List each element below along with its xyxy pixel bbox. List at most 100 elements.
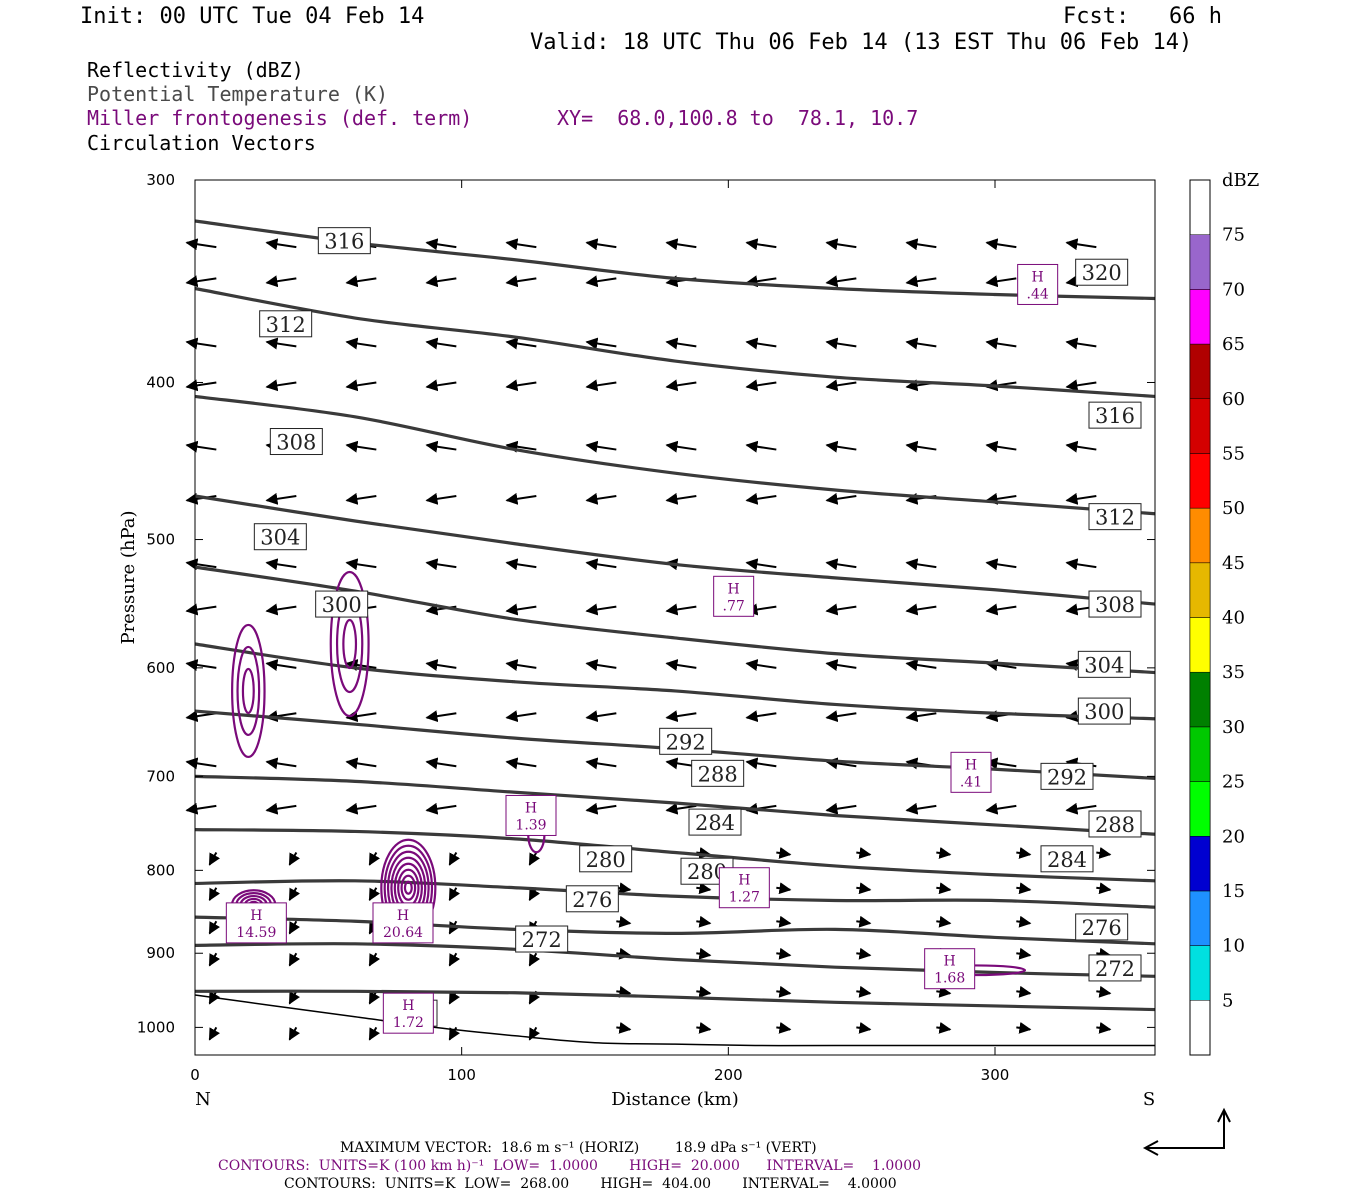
colorbar-swatch: [1189, 453, 1211, 509]
circulation-vector: [665, 337, 697, 350]
colorbar-label: 55: [1222, 443, 1245, 464]
contour-label: 304: [1077, 650, 1131, 678]
colorbar-label: 75: [1222, 225, 1245, 246]
circulation-vector: [825, 238, 857, 251]
fronto-max-letter: H: [397, 908, 409, 924]
circulation-vector: [696, 985, 712, 998]
circulation-vector: [1065, 492, 1097, 505]
contour-label: 300: [315, 590, 369, 618]
colorbar: 5 10 15 20 25 30 35 40 45 50 55 60 65 70 75 dBZ: [1189, 170, 1259, 1056]
circulation-vector: [616, 915, 632, 928]
circulation-vector: [208, 852, 221, 866]
circulation-vector: [505, 492, 537, 505]
circulation-vector: [265, 603, 297, 616]
circulation-vector: [265, 238, 297, 251]
contour-label-text: 300: [322, 593, 362, 617]
circulation-vector: [505, 238, 537, 251]
contour-label-text: 272: [1095, 957, 1135, 981]
circulation-vector: [528, 952, 541, 967]
fronto-max-value: 1.27: [729, 890, 760, 906]
contour-label-box: [1077, 697, 1131, 725]
contour-label-text: 272: [522, 928, 562, 952]
fronto-max-box: [505, 794, 557, 836]
circulation-vector: [745, 440, 777, 453]
contour-label-box: [1040, 845, 1094, 873]
circulation-vector: [208, 1026, 221, 1041]
circulation-vector: [905, 275, 937, 288]
circulation-vector: [1096, 985, 1112, 998]
axes: 0 100 200 300 300 400 500 600 700 800 900 1000 Dista…: [118, 171, 1156, 1110]
y-tick-label: 900: [146, 944, 175, 962]
fronto-max-box: [924, 948, 976, 990]
circulation-vector: [1096, 1021, 1112, 1034]
contour-label: 276: [1075, 913, 1129, 941]
circulation-vector: [448, 887, 461, 902]
circulation-vector: [936, 882, 952, 895]
circulation-vector: [745, 379, 777, 392]
forecast-hour: Fcst: 66 h: [1063, 4, 1222, 29]
circulation-vector: [505, 275, 537, 288]
fronto-max-letter: H: [965, 757, 977, 773]
contour-label: 276: [565, 885, 619, 913]
theta-contour-note: CONTOURS: UNITS=K LOW= 268.00 HIGH= 404.…: [284, 1176, 897, 1192]
theta-contour-276: [194, 942, 1156, 978]
contour-label-box: [688, 808, 742, 836]
circulation-vector: [345, 802, 377, 815]
theta-contour-308: [194, 494, 1156, 606]
circulation-vector: [368, 952, 381, 967]
contour-label-box: [1088, 590, 1142, 618]
fronto-max-letter: H: [944, 954, 956, 970]
fronto-max: H14.59: [225, 902, 287, 944]
circulation-vector: [585, 757, 617, 770]
circulation-vector: [425, 440, 457, 453]
contour-label-box: [1088, 503, 1142, 531]
fronto-max: H1.39: [505, 794, 557, 836]
fronto-max-box: [225, 902, 287, 944]
fronto-max: H20.64: [372, 902, 434, 944]
theta-contour-312: [194, 394, 1156, 516]
circulation-vector: [936, 985, 952, 998]
field-frontogenesis: Miller frontogenesis (def. term): [87, 106, 473, 130]
circulation-vector: [905, 710, 937, 723]
x-end-left: N: [195, 1089, 211, 1110]
circulation-vector: [905, 802, 937, 815]
circulation-vector: [1065, 337, 1097, 350]
circulation-vector: [265, 492, 297, 505]
fronto-max-letter: H: [1032, 269, 1044, 285]
circulation-vector: [665, 659, 697, 671]
contour-label: 288: [1088, 810, 1142, 838]
contour-label-box: [317, 227, 371, 255]
colorbar-swatch: [1189, 398, 1211, 454]
fronto-max-value: 1.72: [393, 1015, 424, 1031]
circulation-vector: [825, 757, 857, 770]
circulation-vector: [345, 337, 377, 350]
circulation-vector: [208, 920, 221, 935]
contour-label-box: [579, 845, 633, 873]
circulation-vector: [585, 558, 617, 571]
x-tick-label: 200: [714, 1066, 743, 1084]
circulation-vector: [825, 275, 857, 288]
frontogenesis-contour: [231, 623, 266, 759]
circulation-vector: [505, 337, 537, 350]
fronto-max: H1.68: [924, 948, 976, 990]
colorbar-swatch: [1189, 836, 1211, 892]
circulation-vector: [345, 710, 377, 723]
fronto-max-value: .77: [723, 598, 745, 614]
colorbar-label: 30: [1222, 717, 1245, 738]
fronto-max-box: [382, 992, 434, 1034]
circulation-vector: [425, 558, 457, 571]
circulation-vector: [985, 757, 1017, 770]
circulation-vector: [1065, 379, 1097, 392]
contour-label: 284: [688, 808, 742, 836]
circulation-vector: [985, 603, 1017, 616]
contour-labels: 316 312 308 304 300 320 316 312 308 304 300 292 288 2…: [225, 227, 1142, 1034]
circulation-vector: [745, 757, 777, 770]
field-theta: Potential Temperature (K): [87, 82, 389, 106]
contour-label: 308: [1088, 590, 1142, 618]
fronto-max-value: .44: [1027, 286, 1049, 302]
plot-frame: [194, 179, 1156, 1056]
circulation-vector: [265, 275, 297, 288]
colorbar-label: 15: [1222, 881, 1245, 902]
contour-label: 316: [317, 227, 371, 255]
